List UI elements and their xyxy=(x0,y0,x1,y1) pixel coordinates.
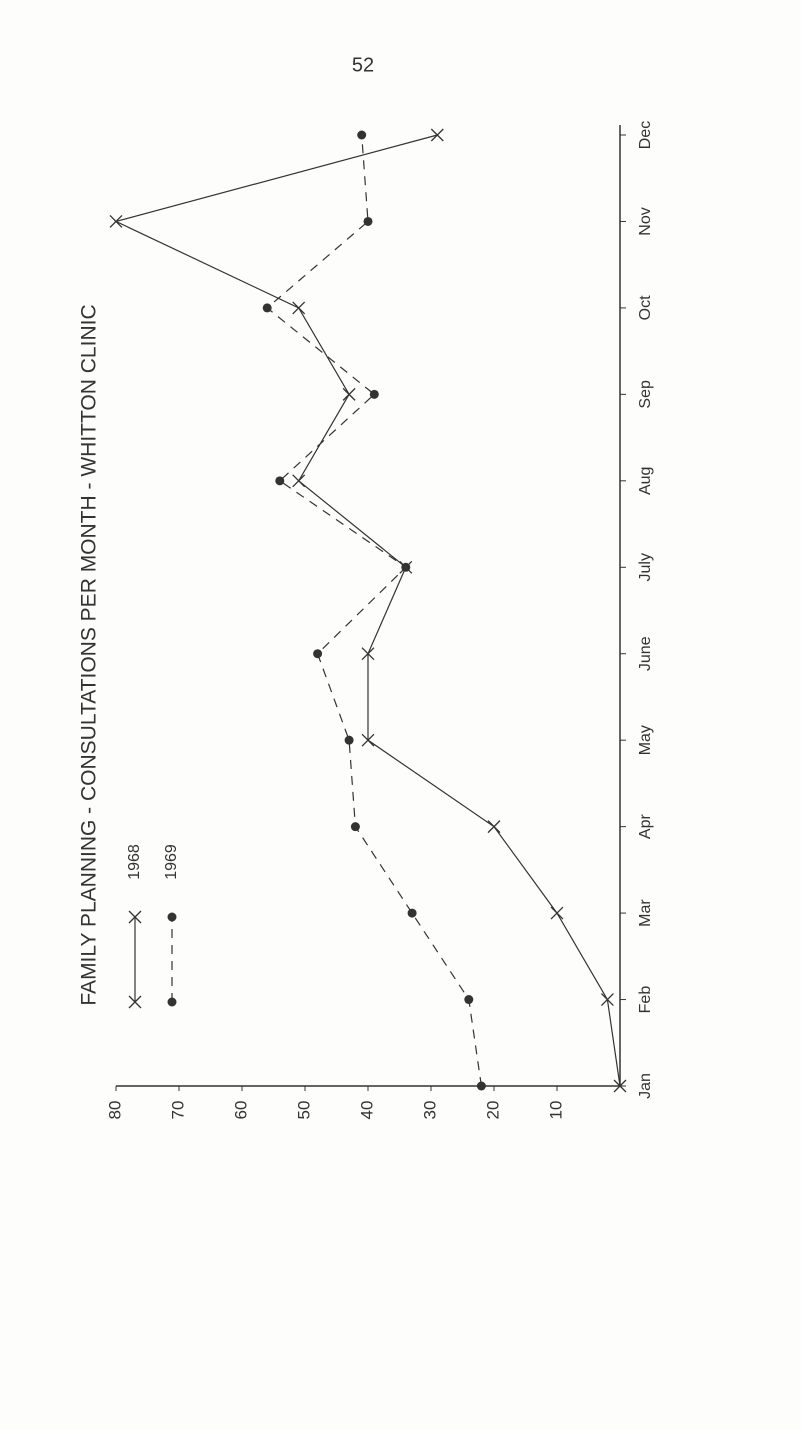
legend-label: 1969 xyxy=(163,844,180,880)
legend-marker xyxy=(128,910,142,924)
x-tick-label: July xyxy=(637,553,654,581)
y-tick-label: 80 xyxy=(105,1101,124,1120)
legend-marker xyxy=(128,995,142,1009)
data-point xyxy=(430,128,444,142)
data-point xyxy=(361,647,375,661)
legend-marker xyxy=(167,997,177,1007)
x-tick-label: Apr xyxy=(637,814,654,840)
y-tick-label: 50 xyxy=(294,1101,313,1120)
x-tick-label: Feb xyxy=(637,986,654,1014)
x-tick-label: Dec xyxy=(637,121,654,149)
y-tick-label: 10 xyxy=(546,1101,565,1120)
y-tick-label: 60 xyxy=(231,1101,250,1120)
data-point xyxy=(401,562,411,572)
data-point xyxy=(275,476,285,486)
data-point xyxy=(361,733,375,747)
data-point xyxy=(407,908,417,918)
data-point xyxy=(357,130,367,140)
data-point xyxy=(342,387,356,401)
series-line xyxy=(114,134,621,1087)
data-point xyxy=(550,906,564,920)
data-point xyxy=(109,214,123,228)
data-point xyxy=(476,1081,486,1091)
data-point xyxy=(600,993,614,1007)
series-line xyxy=(266,134,482,1087)
y-tick-label: 30 xyxy=(420,1101,439,1120)
y-tick-label: 40 xyxy=(357,1101,376,1120)
x-tick-label: Nov xyxy=(637,207,654,235)
data-point xyxy=(464,995,474,1005)
x-tick-label: Aug xyxy=(637,467,654,495)
data-point xyxy=(262,303,272,313)
x-tick-label: June xyxy=(637,636,654,671)
data-point xyxy=(613,1079,627,1093)
x-tick-label: Oct xyxy=(637,295,654,320)
x-tick-label: May xyxy=(637,725,654,755)
data-point xyxy=(313,649,323,659)
data-point xyxy=(363,216,373,226)
y-tick-label: 20 xyxy=(483,1101,502,1120)
data-point xyxy=(292,301,306,315)
data-point xyxy=(344,735,354,745)
legend-marker xyxy=(167,912,177,922)
chart-title: FAMILY PLANNING - CONSULTATIONS PER MONT… xyxy=(78,304,101,1005)
data-point xyxy=(350,822,360,832)
x-tick-label: Jan xyxy=(637,1073,654,1099)
data-point xyxy=(487,820,501,834)
data-point xyxy=(292,474,306,488)
legend-label: 1968 xyxy=(126,844,143,880)
x-tick-label: Mar xyxy=(637,899,654,927)
x-tick-label: Sep xyxy=(637,380,654,409)
page-number: 52 xyxy=(352,54,374,76)
y-tick-label: 70 xyxy=(168,1101,187,1120)
data-point xyxy=(369,389,379,399)
